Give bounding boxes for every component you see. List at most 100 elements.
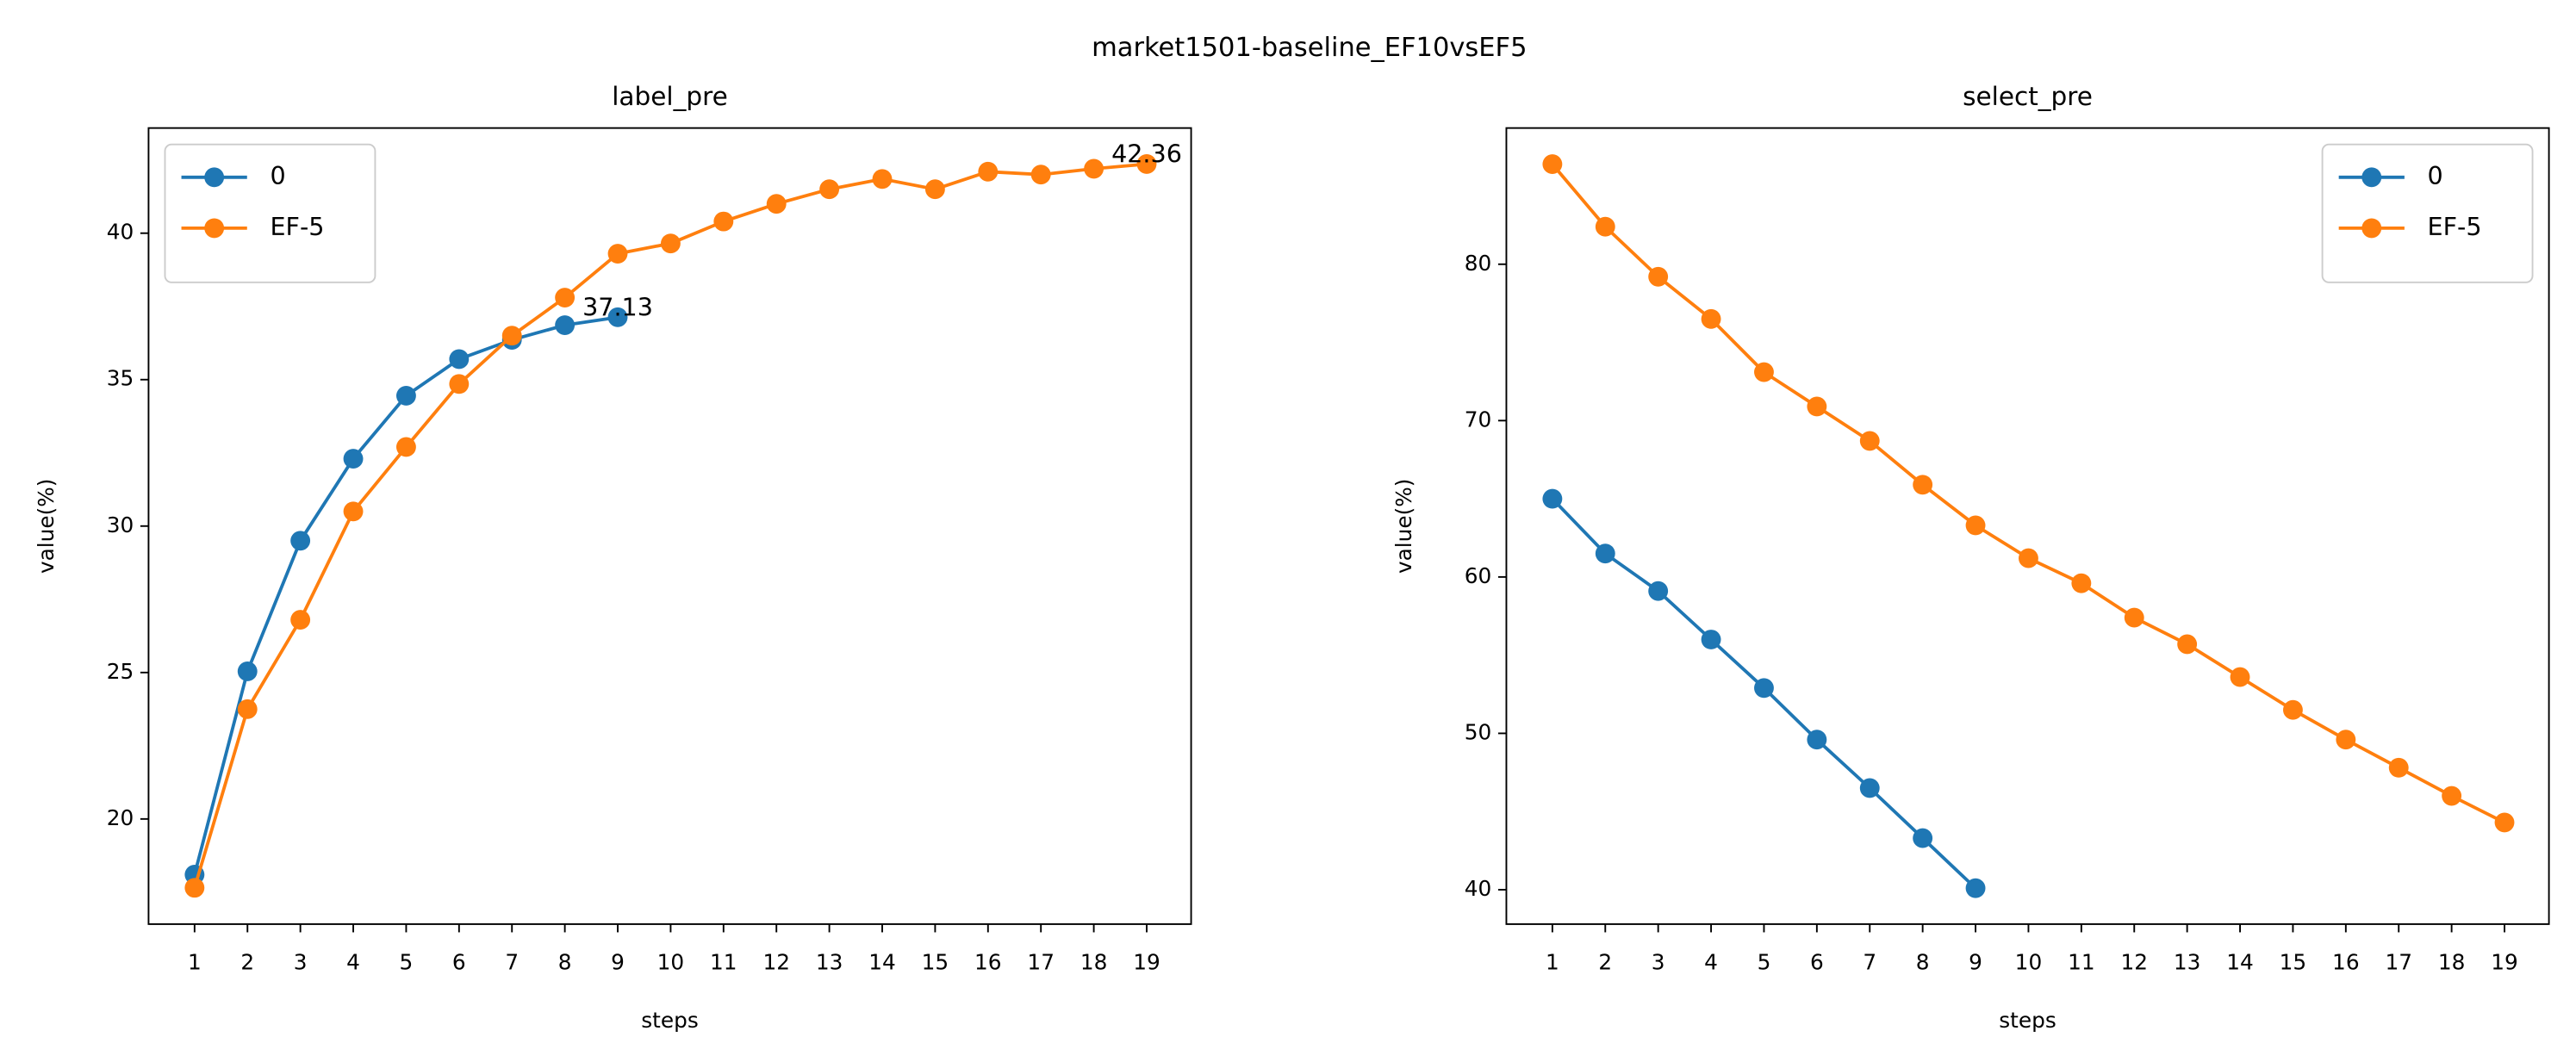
data-point [343,449,364,469]
x-tick-label: 4 [1704,950,1718,975]
data-point [1754,362,1774,382]
y-tick-label: 40 [1465,876,1492,901]
data-point [766,194,787,214]
axes-title: select_pre [1963,82,2093,111]
data-point [1965,878,1986,898]
data-point [924,179,945,200]
x-tick-label: 1 [1546,950,1559,975]
x-tick-label: 6 [452,950,466,975]
y-tick-label: 50 [1465,719,1492,744]
x-tick-label: 18 [1080,950,1108,975]
x-tick-label: 7 [1863,950,1876,975]
data-point [449,374,470,394]
x-axis-label: steps [641,1008,698,1033]
data-point [1595,543,1615,564]
x-tick-label: 14 [2226,950,2254,975]
data-point [1542,154,1563,175]
y-axis-label: value(%) [1391,479,1416,574]
data-point [607,244,628,264]
legend-marker [2361,218,2382,239]
data-point [395,386,416,406]
data-point [1859,431,1880,451]
data-point [2336,730,2356,750]
data-point [1807,396,1827,417]
data-point [2494,812,2515,833]
x-tick-label: 12 [762,950,790,975]
x-tick-label: 16 [2332,950,2360,975]
x-tick-label: 3 [294,950,308,975]
y-tick-label: 80 [1465,251,1492,276]
y-tick-label: 25 [107,659,134,684]
data-point [1859,778,1880,798]
y-tick-label: 60 [1465,563,1492,588]
data-point [2230,667,2250,687]
x-tick-label: 7 [505,950,519,975]
legend-label: 0 [2428,161,2443,190]
data-point [290,531,311,551]
x-tick-label: 14 [868,950,896,975]
y-tick-label: 40 [107,220,134,245]
data-point [660,233,681,254]
x-tick-label: 1 [188,950,202,975]
data-point [607,307,628,327]
x-tick-label: 15 [922,950,949,975]
x-tick-label: 13 [816,950,843,975]
data-point [872,169,893,189]
data-point [713,211,734,232]
axes-frame [147,127,1192,925]
data-point [1701,308,1721,329]
data-point [1754,678,1774,699]
data-point [395,437,416,457]
x-tick-label: 18 [2438,950,2466,975]
data-point [501,326,522,346]
legend-label: EF-5 [2428,212,2482,241]
x-tick-label: 19 [2491,950,2518,975]
x-tick-label: 2 [1598,950,1612,975]
data-point [1030,165,1051,185]
data-point [1136,154,1157,174]
data-point [290,610,311,630]
x-tick-label: 8 [558,950,572,975]
data-point [1595,216,1615,237]
x-tick-label: 10 [2015,950,2043,975]
data-point [1648,266,1669,287]
data-point [237,699,258,719]
x-tick-label: 6 [1810,950,1824,975]
point-annotation: 37.13 [582,292,653,321]
x-tick-label: 17 [1027,950,1055,975]
data-point [2124,607,2144,628]
data-point [555,288,576,307]
data-point [1542,488,1563,509]
data-point [1701,630,1721,649]
y-tick-label: 70 [1465,407,1492,432]
x-tick-label: 11 [2068,950,2095,975]
data-point [819,179,840,200]
x-tick-label: 4 [346,950,360,975]
x-tick-label: 12 [2120,950,2148,975]
data-point [2071,573,2092,593]
x-tick-label: 13 [2174,950,2201,975]
x-tick-label: 15 [2280,950,2307,975]
y-tick-label: 20 [107,805,134,830]
data-point [555,315,576,335]
legend-marker [204,167,225,188]
point-annotation: 42.36 [1111,140,1182,169]
data-point [1913,828,1933,848]
data-point [184,878,205,898]
data-point [1913,475,1933,495]
x-tick-label: 9 [1969,950,1982,975]
x-axis-label: steps [1999,1008,2056,1033]
data-point [237,661,258,681]
legend-marker [2361,167,2382,188]
data-point [1084,158,1104,179]
data-point [2388,757,2409,778]
x-tick-label: 5 [1758,950,1771,975]
y-tick-label: 35 [107,366,134,391]
figure-title: market1501-baseline_EF10vsEF5 [1092,33,1527,63]
x-tick-label: 16 [974,950,1002,975]
x-tick-label: 5 [400,950,414,975]
legend-label: EF-5 [270,212,324,241]
y-axis-label: value(%) [34,479,59,574]
